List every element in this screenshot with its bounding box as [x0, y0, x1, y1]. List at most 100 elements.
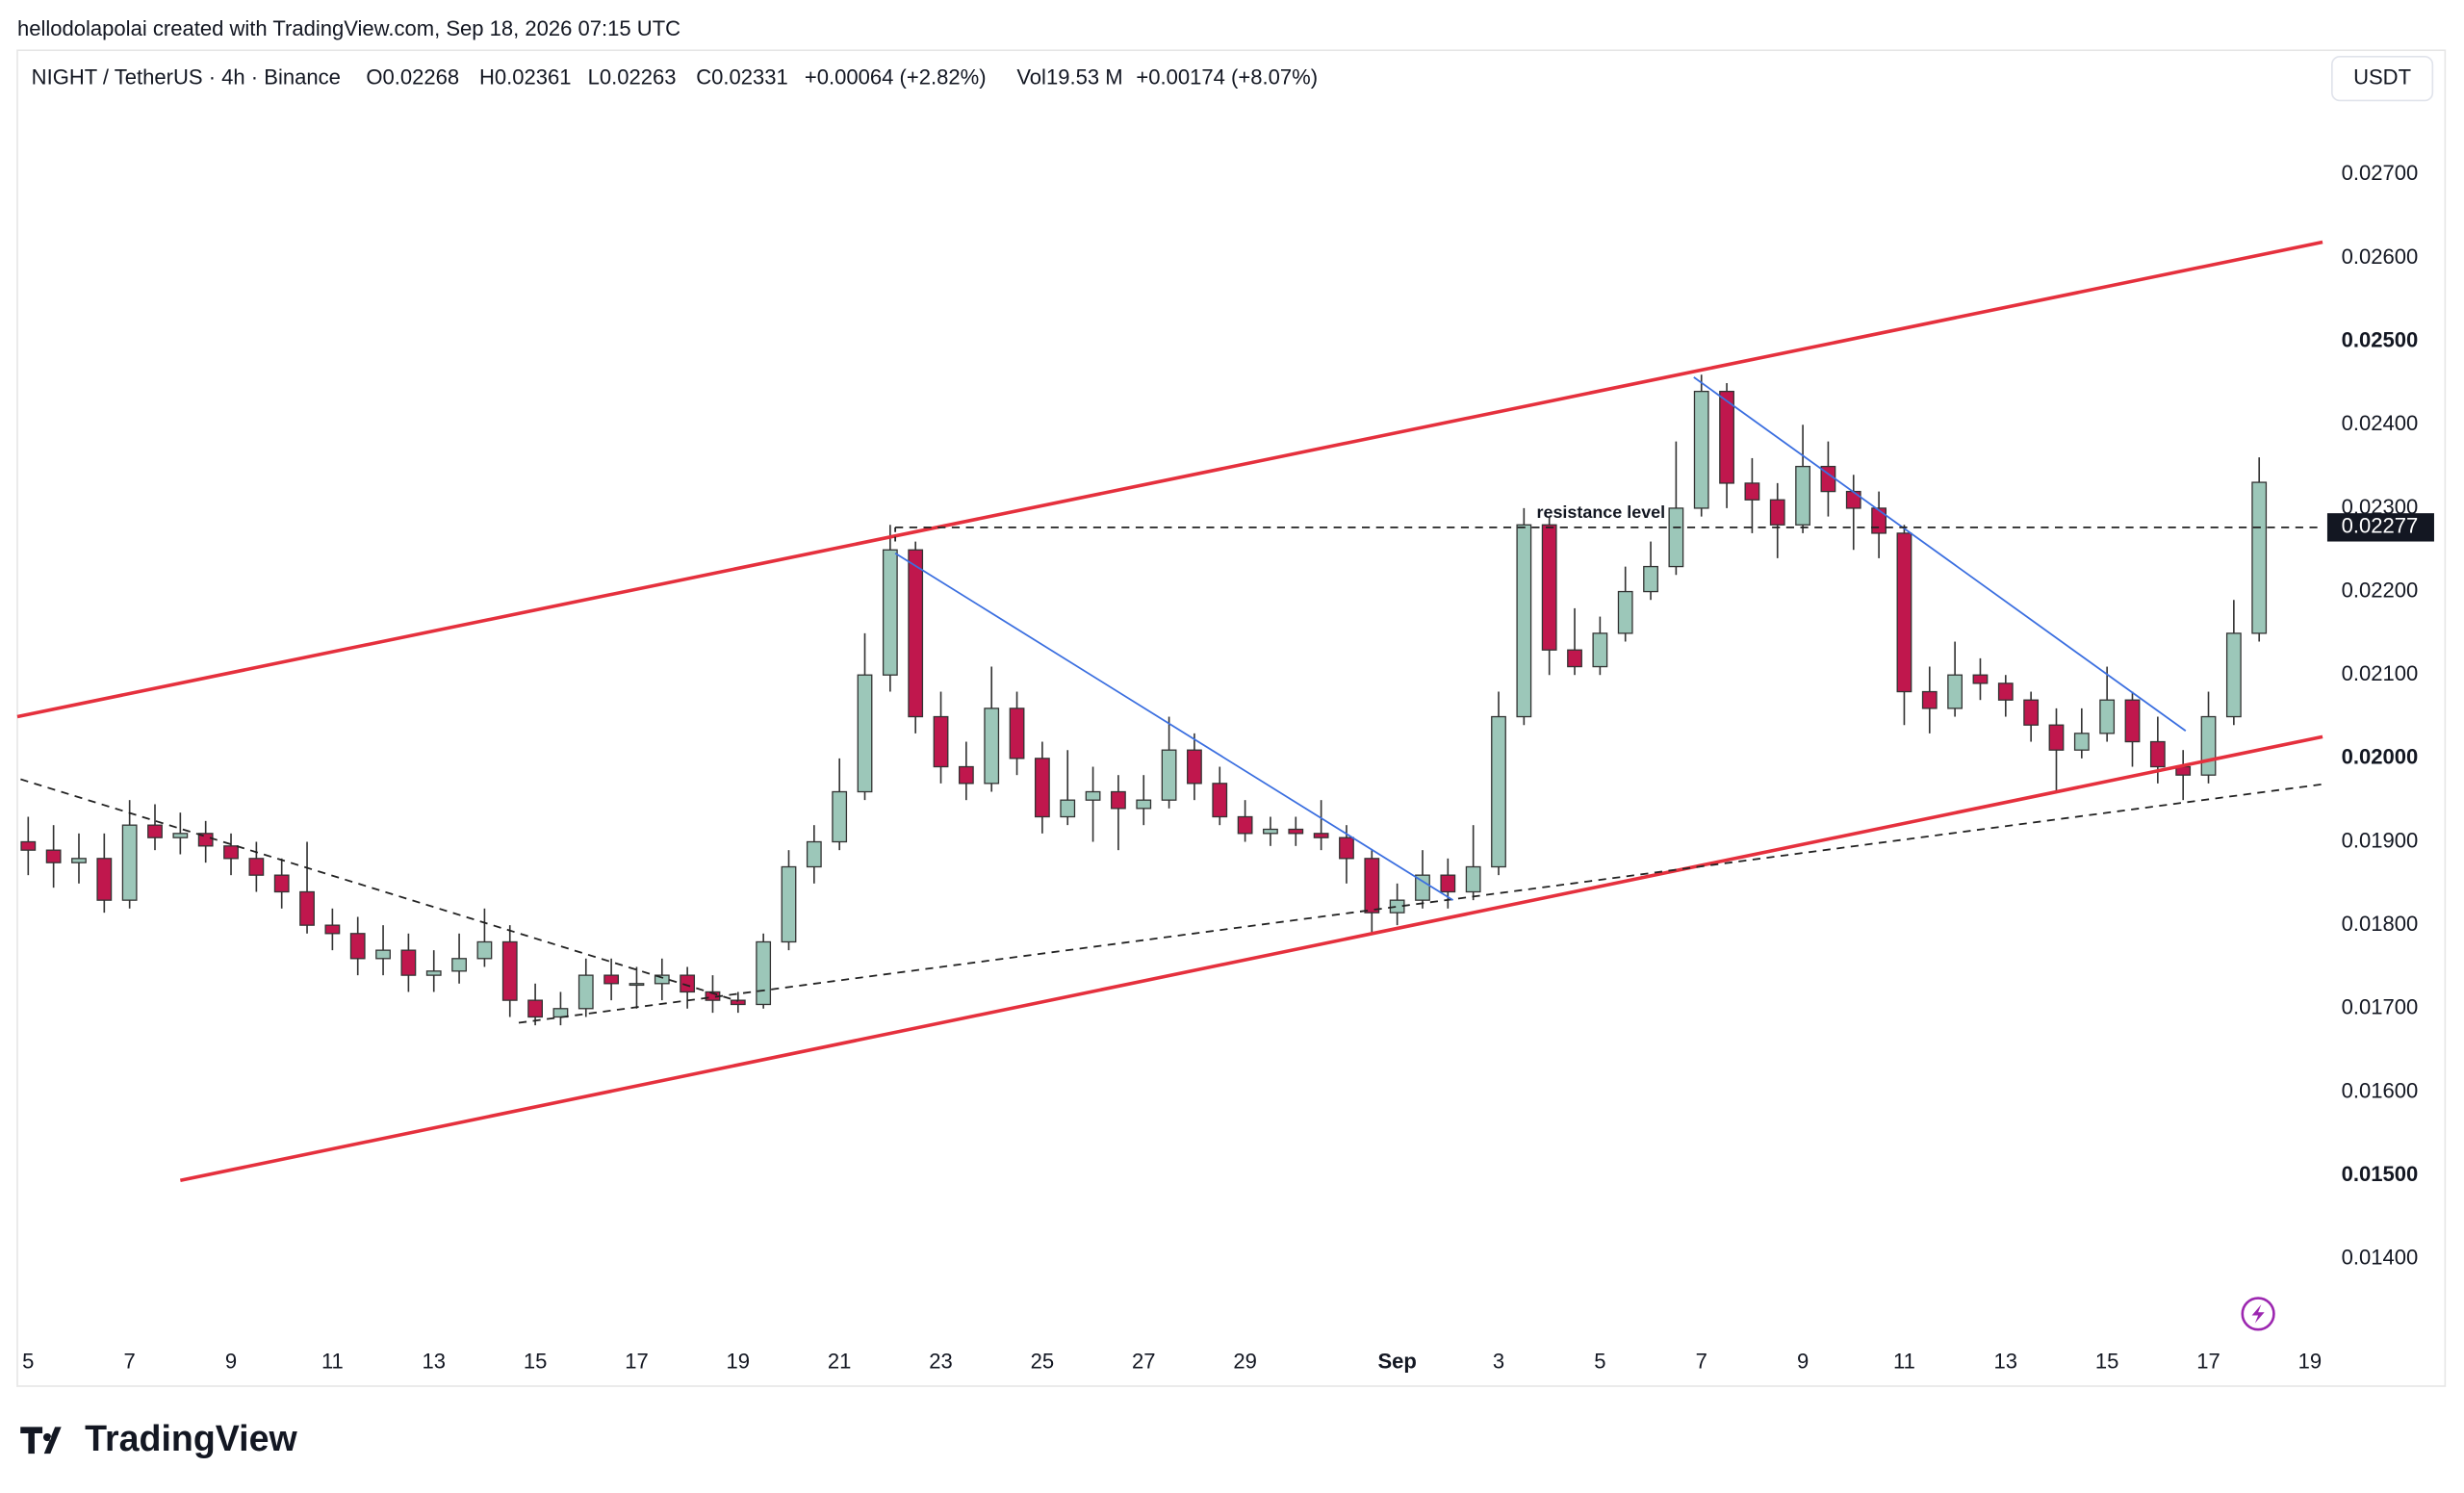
- attribution: hellodolapolai created with TradingView.…: [17, 16, 680, 40]
- candle: [578, 958, 594, 1017]
- candle: [781, 850, 797, 951]
- candle-body: [680, 974, 696, 993]
- candle: [1997, 675, 2014, 717]
- lightning-icon[interactable]: [2241, 1297, 2275, 1331]
- candle-body: [2251, 481, 2268, 634]
- candle-body: [501, 940, 518, 1001]
- candle-body: [2149, 740, 2166, 768]
- candle: [1161, 716, 1177, 809]
- candle-body: [1719, 390, 1734, 484]
- candle: [223, 833, 239, 876]
- candle-body: [476, 940, 493, 960]
- candle-body: [400, 949, 417, 976]
- y-tick-label: 0.01500: [2342, 1162, 2419, 1186]
- candle-body: [1693, 390, 1709, 509]
- x-tick-label: 29: [1233, 1349, 1257, 1373]
- candle-body: [1339, 837, 1354, 860]
- trendline: [16, 240, 2323, 719]
- candle: [2200, 691, 2217, 784]
- candle-body: [1947, 674, 1964, 709]
- currency-button[interactable]: [2331, 55, 2434, 102]
- candle-body: [603, 974, 620, 985]
- symbol: NIGHT / TetherUS · 4h · Binance: [32, 64, 341, 89]
- candle: [1769, 482, 1785, 558]
- candle: [451, 933, 467, 984]
- candle: [2225, 600, 2242, 726]
- x-tick-label: 19: [727, 1349, 751, 1373]
- candle: [2175, 750, 2192, 801]
- candle-body: [578, 974, 594, 1010]
- candle: [501, 925, 518, 1017]
- candle-body: [2124, 699, 2141, 743]
- y-tick-label: 0.02700: [2342, 161, 2419, 185]
- y-tick-label: 0.02100: [2342, 661, 2419, 685]
- candle: [958, 741, 974, 801]
- candle-body: [172, 833, 189, 838]
- candle: [2251, 457, 2268, 642]
- y-tick-label: 0.02400: [2342, 411, 2419, 435]
- price-tag-label: 0.02277: [2342, 514, 2419, 538]
- candle-body: [1465, 865, 1481, 893]
- candle-body: [349, 933, 366, 960]
- candle-body: [121, 824, 138, 901]
- candle-body: [984, 708, 1000, 785]
- ohlc-open: O0.02268: [366, 64, 459, 89]
- candle: [45, 825, 62, 888]
- candle: [882, 525, 898, 692]
- candle-body: [1161, 749, 1177, 801]
- candle: [1795, 425, 1810, 533]
- candle-body: [425, 970, 442, 976]
- candle: [2023, 691, 2040, 742]
- candle: [1136, 775, 1152, 826]
- currency[interactable]: USDT: [2353, 64, 2411, 89]
- candle-body: [20, 840, 37, 851]
- candle: [832, 758, 848, 851]
- candle-body: [1871, 507, 1886, 534]
- candle-body: [248, 858, 265, 876]
- candle-body: [1972, 674, 1989, 684]
- x-tick-label: 7: [1696, 1349, 1707, 1373]
- candle: [375, 925, 391, 976]
- candle: [1465, 825, 1481, 901]
- candle: [1364, 850, 1380, 934]
- candle: [147, 804, 163, 851]
- candle-body: [1921, 690, 1938, 709]
- x-tick-label: 21: [828, 1349, 852, 1373]
- candle-body: [1187, 749, 1202, 785]
- candle-body: [1643, 565, 1658, 593]
- candle: [1085, 766, 1101, 842]
- y-tick-label: 0.02000: [2342, 745, 2419, 769]
- candle-body: [1009, 708, 1025, 759]
- candle-body: [45, 849, 62, 863]
- change: +0.00064 (+2.82%): [805, 64, 987, 89]
- candle-body: [806, 840, 822, 868]
- candle-body: [908, 549, 924, 718]
- candle: [527, 983, 543, 1026]
- trendline: [1693, 376, 2187, 732]
- y-tick-label: 0.02500: [2342, 327, 2419, 351]
- candle: [1567, 607, 1582, 676]
- candle: [273, 858, 290, 909]
- x-tick-label: 17: [625, 1349, 649, 1373]
- candle: [680, 966, 696, 1009]
- candle-body: [1263, 828, 1278, 835]
- x-tick-label: 17: [2196, 1349, 2220, 1373]
- candle: [1541, 516, 1557, 676]
- y-tick-label: 0.01900: [2342, 828, 2419, 852]
- candle-body: [756, 940, 772, 1006]
- logo: TradingView: [20, 1418, 297, 1458]
- candle: [908, 541, 924, 734]
- candle-body: [2023, 699, 2040, 726]
- candle: [1034, 741, 1050, 834]
- candle-body: [1212, 783, 1228, 818]
- candle: [1111, 775, 1126, 851]
- candle-body: [1288, 828, 1304, 835]
- candle-body: [1111, 790, 1126, 810]
- candle: [806, 825, 822, 884]
- candle: [1313, 800, 1329, 851]
- logo-text: TradingView: [85, 1418, 297, 1458]
- candle: [1744, 457, 1760, 533]
- x-tick-label: 7: [124, 1349, 136, 1373]
